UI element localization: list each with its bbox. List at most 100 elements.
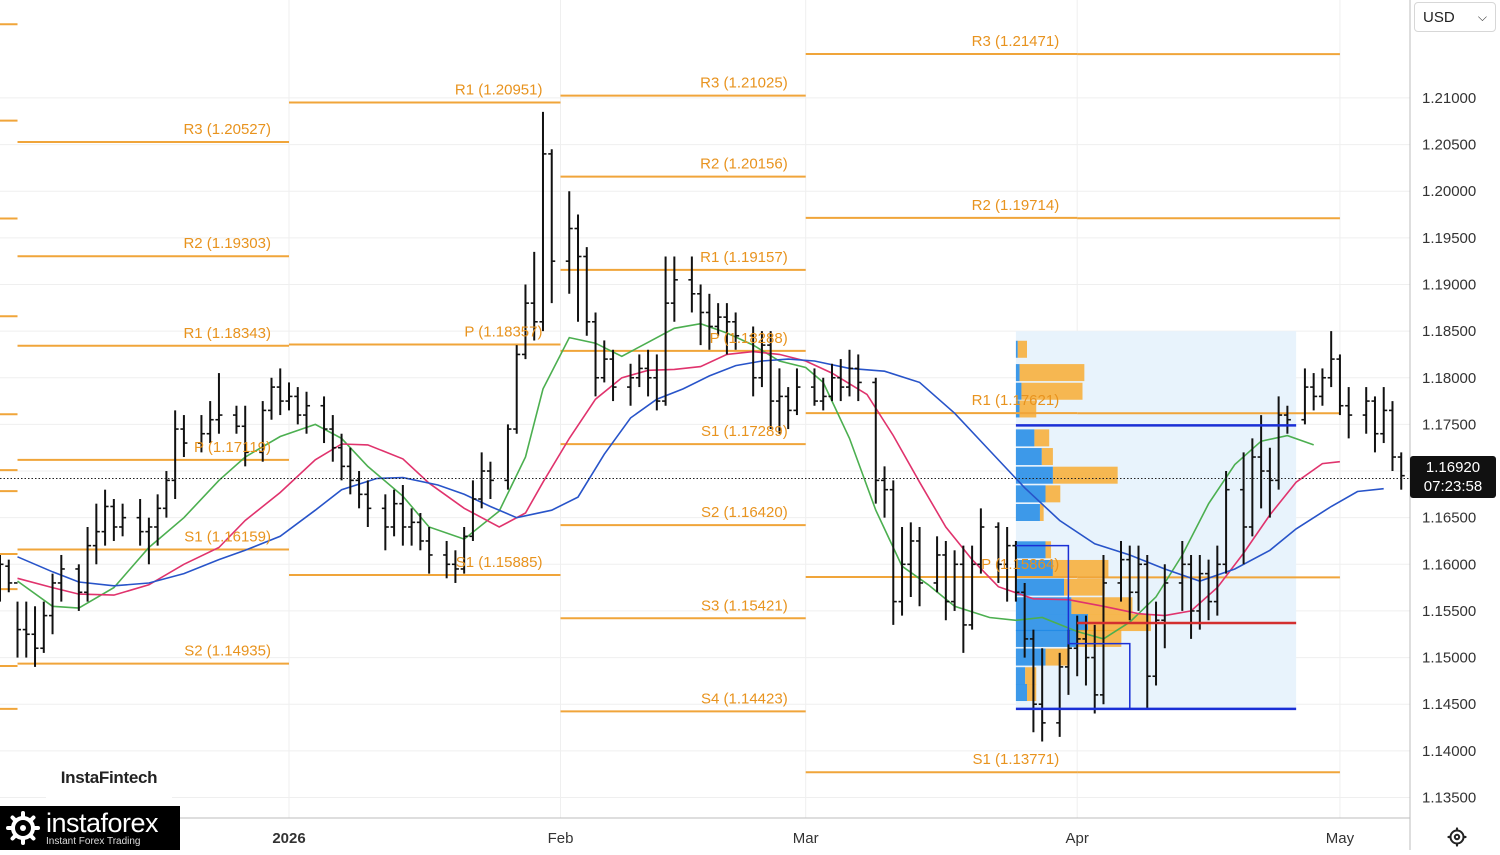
ohlc-bar xyxy=(810,368,818,406)
volume-bar-sell xyxy=(1021,382,1083,400)
ohlc-bar xyxy=(241,405,249,467)
volume-bar-buy xyxy=(1015,597,1072,615)
ohlc-bar xyxy=(460,526,468,574)
y-tick-label: 1.18000 xyxy=(1422,370,1476,387)
volume-bar-sell xyxy=(1027,684,1037,702)
ohlc-bar xyxy=(162,471,170,518)
volume-bar-sell xyxy=(1034,429,1050,447)
ohlc-bar xyxy=(846,349,854,397)
volume-bar-buy xyxy=(1015,684,1028,702)
ohlc-bar xyxy=(635,354,643,388)
ohlc-bar xyxy=(1283,405,1291,434)
ohlc-bar xyxy=(443,540,451,579)
instafintech-label: InstaFintech xyxy=(60,768,158,787)
ohlc-bar xyxy=(294,387,302,425)
y-tick-label: 1.19500 xyxy=(1422,230,1476,247)
ohlc-bar xyxy=(1222,471,1230,574)
ohlc-bar xyxy=(303,391,311,434)
pivot-label: S1 (1.17289) xyxy=(701,423,788,440)
ohlc-bar xyxy=(539,111,547,332)
ohlc-bar xyxy=(1082,615,1090,686)
volume-bar-buy xyxy=(1015,648,1046,666)
ohlc-bar xyxy=(232,405,240,434)
ohlc-bar xyxy=(749,326,757,397)
ohlc-bar xyxy=(1135,545,1143,611)
volume-bar-buy xyxy=(1015,667,1026,685)
volume-bar-sell xyxy=(1045,541,1052,559)
ohlc-bar xyxy=(1099,554,1107,705)
y-tick-label: 1.16000 xyxy=(1422,556,1476,573)
ohlc-bar xyxy=(697,284,705,346)
current-price-tag: 1.16920 07:23:58 xyxy=(1410,456,1496,498)
ma-slow-line xyxy=(17,358,1384,587)
ohlc-bar xyxy=(154,494,162,546)
pivot-label: S1 (1.15885) xyxy=(456,554,543,571)
ohlc-bar xyxy=(732,312,740,350)
ohlc-bar xyxy=(968,545,976,630)
ohlc-bar xyxy=(22,601,30,658)
ohlc-bar xyxy=(714,303,722,336)
ohlc-bar xyxy=(775,368,783,434)
ohlc-bar xyxy=(206,401,214,444)
ohlc-bar xyxy=(1327,331,1335,388)
ohlc-bar xyxy=(355,471,363,509)
current-price-value: 1.16920 xyxy=(1425,459,1481,476)
volume-bar-buy xyxy=(1015,340,1018,358)
ohlc-bar xyxy=(1126,545,1134,621)
ohlc-bar xyxy=(688,256,696,313)
gear-icon xyxy=(1447,827,1467,847)
instaforex-logo-icon xyxy=(6,811,40,845)
ohlc-bar xyxy=(1248,438,1256,537)
volume-bar-sell xyxy=(1039,503,1044,521)
ohlc-bar xyxy=(994,522,1002,583)
ohlc-bar xyxy=(705,293,713,350)
ohlc-bar xyxy=(1318,368,1326,406)
ohlc-bar xyxy=(285,382,293,411)
ohlc-bar xyxy=(346,447,354,495)
ohlc-bar xyxy=(653,354,661,411)
settings-button[interactable] xyxy=(1444,826,1470,848)
ohlc-bar xyxy=(1310,373,1318,411)
pivot-label: R1 (1.17621) xyxy=(972,392,1060,409)
ohlc-bar xyxy=(197,415,205,453)
pivot-label: S1 (1.16159) xyxy=(184,528,271,545)
x-tick-label: May xyxy=(1326,830,1355,847)
ohlc-bar xyxy=(92,503,100,565)
ohlc-bar xyxy=(530,251,538,341)
logo-main-text: instaforex xyxy=(46,807,159,838)
ohlc-bar xyxy=(828,363,836,402)
ohlc-bar xyxy=(942,540,950,621)
ohlc-bar xyxy=(933,536,941,593)
volume-bar-sell xyxy=(1052,466,1118,484)
x-tick-label: 2026 xyxy=(272,830,305,847)
ohlc-bar xyxy=(548,149,556,304)
currency-value: USD xyxy=(1423,8,1455,26)
ohlc-bar xyxy=(267,377,275,420)
ohlc-bar xyxy=(723,303,731,355)
ohlc-bar xyxy=(259,401,267,462)
ohlc-bar xyxy=(592,312,600,397)
pivot-label: R2 (1.19303) xyxy=(183,235,271,252)
pivot-label: R1 (1.18343) xyxy=(183,325,271,342)
x-tick-label: Feb xyxy=(548,830,574,847)
ohlc-bar xyxy=(819,377,827,411)
volume-bar-buy xyxy=(1015,466,1053,484)
axes: 1.21000 1.20500 1.20000 1.19500 1.19000 1.185… xyxy=(0,0,1476,850)
pivot-labels: R5 (1.20757)R4 (1.19708)R3 (1.18659)R2 (… xyxy=(183,33,1060,768)
ohlc-bar xyxy=(1196,554,1204,630)
ohlc-bar xyxy=(145,517,153,565)
ohlc-bar xyxy=(670,256,678,322)
currency-dropdown[interactable]: USD ⌵ xyxy=(1414,2,1496,32)
pivot-label: R3 (1.21471) xyxy=(972,33,1060,50)
pivot-label: R3 (1.21025) xyxy=(700,75,788,92)
ohlc-bar xyxy=(31,606,39,667)
pivot-label: P (1.18357) xyxy=(464,323,542,340)
ohlc-bar xyxy=(916,526,924,607)
overlay-lines xyxy=(0,424,1410,711)
ohlc-bar xyxy=(1362,387,1370,434)
y-tick-label: 1.19000 xyxy=(1422,276,1476,293)
ohlc-bar xyxy=(1240,452,1248,565)
pivot-label: S4 (1.14423) xyxy=(701,690,788,707)
ohlc-bar xyxy=(521,284,529,360)
